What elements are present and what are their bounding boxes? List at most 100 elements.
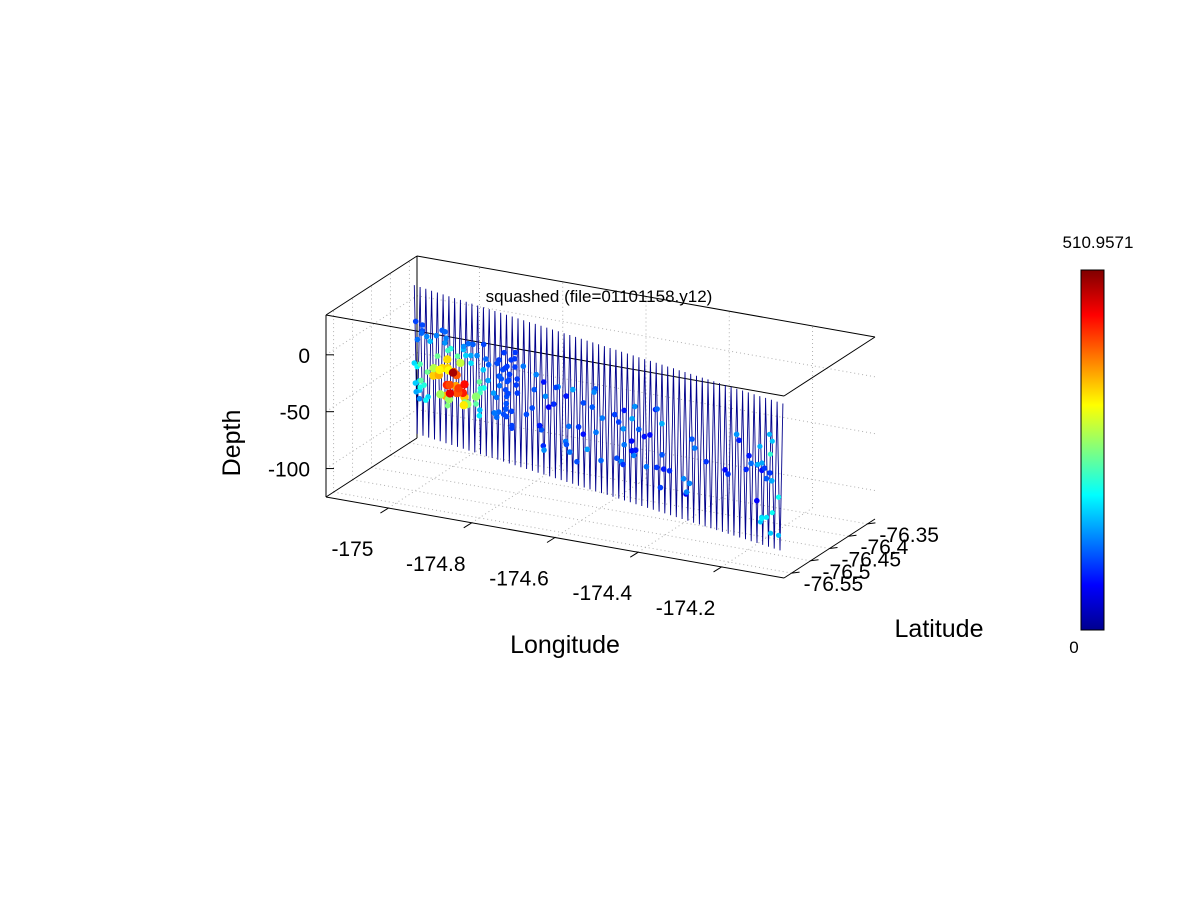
data-point bbox=[460, 343, 467, 350]
data-point bbox=[509, 422, 515, 429]
data-point bbox=[620, 426, 627, 432]
data-point bbox=[748, 460, 754, 467]
data-point bbox=[580, 431, 587, 438]
data-point bbox=[538, 427, 545, 433]
x-tick-label: -174.6 bbox=[489, 568, 549, 591]
data-point bbox=[589, 404, 596, 410]
data-point bbox=[436, 390, 445, 399]
data-point bbox=[545, 404, 552, 410]
x-grid-line bbox=[471, 463, 563, 524]
data-point bbox=[580, 400, 587, 406]
data-point bbox=[512, 364, 518, 370]
data-point bbox=[460, 380, 469, 389]
x-axis-label: Longitude bbox=[510, 631, 620, 659]
x-tick-label: -175 bbox=[331, 538, 373, 561]
data-point bbox=[659, 420, 665, 427]
data-point bbox=[412, 318, 419, 325]
data-point bbox=[654, 406, 660, 412]
data-point bbox=[491, 410, 498, 416]
data-point bbox=[443, 355, 452, 364]
data-point bbox=[506, 371, 513, 378]
data-point bbox=[511, 356, 518, 362]
y-tick-mark bbox=[829, 547, 838, 549]
data-point bbox=[542, 393, 549, 400]
data-point bbox=[470, 341, 476, 348]
data-point bbox=[493, 414, 500, 421]
data-point bbox=[566, 423, 572, 430]
data-point bbox=[503, 413, 510, 420]
data-point bbox=[471, 392, 481, 401]
data-point bbox=[691, 445, 698, 451]
data-point bbox=[574, 458, 580, 465]
chart-title: squashed (file=01101158.y12) bbox=[486, 287, 713, 306]
data-point bbox=[566, 449, 573, 455]
data-point bbox=[434, 353, 441, 359]
data-point bbox=[414, 336, 421, 343]
data-point bbox=[490, 390, 497, 396]
data-point bbox=[417, 384, 424, 390]
data-point bbox=[680, 475, 687, 482]
y-grid-line bbox=[409, 442, 868, 525]
data-point bbox=[733, 431, 740, 438]
data-point bbox=[769, 510, 775, 516]
y-tick-label: -76.5 bbox=[823, 561, 871, 584]
y-grid-line bbox=[352, 479, 811, 562]
data-point bbox=[502, 406, 509, 412]
data-point bbox=[615, 419, 622, 425]
x-grid-line bbox=[388, 448, 480, 509]
x-tick-mark bbox=[630, 551, 639, 558]
data-point bbox=[621, 441, 627, 448]
box-edge bbox=[416, 255, 876, 338]
data-point bbox=[659, 452, 665, 458]
data-point bbox=[433, 332, 440, 339]
data-point bbox=[666, 468, 673, 474]
data-point bbox=[496, 373, 502, 379]
data-point bbox=[445, 389, 455, 398]
data-point bbox=[465, 340, 472, 347]
y-tick-label: -76.35 bbox=[879, 524, 939, 547]
data-point bbox=[683, 489, 690, 495]
data-point bbox=[769, 478, 775, 484]
data-point bbox=[442, 329, 448, 335]
data-point bbox=[412, 380, 419, 386]
data-point bbox=[754, 497, 760, 504]
data-point bbox=[424, 333, 430, 340]
data-point bbox=[725, 471, 731, 477]
data-point bbox=[508, 408, 515, 415]
x-tick-mark bbox=[546, 537, 556, 543]
data-point bbox=[647, 432, 653, 438]
data-point bbox=[445, 380, 454, 390]
data-point bbox=[418, 377, 424, 384]
data-point bbox=[533, 371, 539, 378]
x-tick-label: -174.2 bbox=[656, 597, 716, 620]
data-point bbox=[736, 437, 742, 444]
data-point bbox=[459, 401, 468, 410]
data-point bbox=[722, 467, 728, 473]
z-tick-label: -50 bbox=[280, 402, 310, 425]
data-point bbox=[767, 451, 774, 457]
colorbar-min-label: 0 bbox=[1069, 638, 1078, 657]
data-point bbox=[553, 384, 559, 391]
data-point bbox=[477, 407, 483, 413]
data-point bbox=[755, 461, 761, 467]
data-point bbox=[456, 358, 465, 368]
data-point bbox=[775, 494, 782, 500]
data-point bbox=[763, 475, 770, 482]
data-point bbox=[514, 376, 520, 382]
colorbar: 510.9571 0 bbox=[1063, 233, 1134, 657]
data-point bbox=[448, 368, 458, 377]
y-tick-mark bbox=[867, 522, 876, 525]
data-point bbox=[768, 530, 774, 536]
data-point bbox=[496, 382, 503, 389]
x-tick-mark bbox=[713, 566, 722, 573]
data-point bbox=[502, 365, 509, 371]
data-point bbox=[593, 429, 599, 436]
x-tick-mark bbox=[463, 522, 472, 529]
data-point bbox=[761, 465, 768, 472]
data-point bbox=[775, 532, 782, 538]
data-point bbox=[416, 395, 423, 402]
data-point bbox=[468, 360, 474, 367]
data-point bbox=[759, 460, 765, 466]
y-tick-label: -76.4 bbox=[860, 536, 908, 559]
y-grid-line bbox=[390, 454, 849, 537]
